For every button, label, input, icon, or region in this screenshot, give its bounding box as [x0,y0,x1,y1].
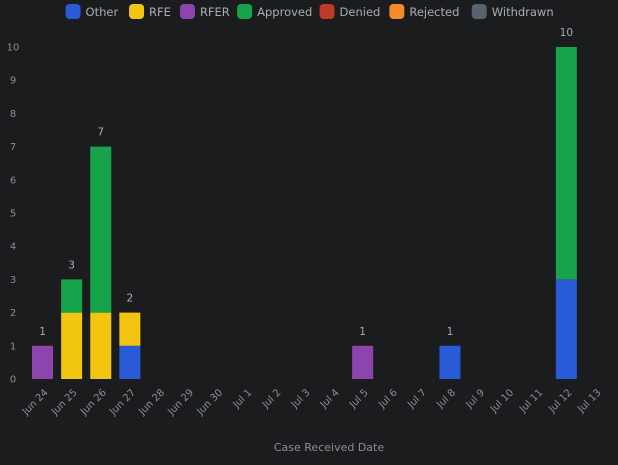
legend-swatch [65,4,81,19]
legend-item-withdrawn[interactable]: Withdrawn [471,4,554,19]
y-tick-label: 5 [10,209,16,220]
y-tick-label: 10 [7,43,20,54]
x-tick-label: Jul 12 [546,387,574,415]
legend-item-denied[interactable]: Denied [319,4,381,19]
bar-total-label: 3 [68,259,75,271]
legend-item-rfer[interactable]: RFER [179,4,230,19]
bar-totals: 1 3 7 2 1 1 10 [39,27,573,338]
bar-segment-other[interactable] [555,279,577,379]
x-tick-label: Jul 7 [405,387,429,411]
legend-swatch [389,4,405,19]
legend-item-rfe[interactable]: RFE [129,4,171,19]
legend-swatch [471,4,487,19]
legend-label: RFE [149,5,171,19]
legend-item-approved[interactable]: Approved [237,4,312,19]
x-tick-label: Jul 11 [517,387,545,415]
y-tick-label: 0 [10,375,16,386]
x-tick-label: Jul 3 [289,387,313,411]
bar-segment-approved[interactable] [61,279,83,313]
x-tick-label: Jul 6 [376,387,400,411]
legend-swatch [179,4,195,19]
bar-segment-rfe[interactable] [119,312,141,346]
x-tick-label: Jun 24 [20,387,51,418]
y-tick-label: 9 [10,76,16,87]
legend-label: Rejected [409,5,459,19]
legend-swatch [129,4,145,19]
x-tick-label: Jul 8 [434,387,458,411]
bar-total-label: 1 [39,326,46,338]
bar-segment-rfe[interactable] [61,312,83,379]
bar-segment-approved[interactable] [90,146,112,313]
legend-swatch [237,4,253,19]
x-tick-label: Jul 13 [575,387,603,415]
legend-item-rejected[interactable]: Rejected [389,4,459,19]
legend-label: Withdrawn [492,5,554,19]
x-tick-label: Jun 28 [136,387,167,418]
x-axis: Jun 24 Jun 25 Jun 26 Jun 27 Jun 28 Jun 29 Jun … [20,387,604,418]
bar-total-label: 1 [447,326,454,338]
x-tick-label: Jun 30 [194,387,225,418]
bar-total-label: 7 [97,127,104,139]
x-tick-label: Jun 29 [165,387,196,418]
y-axis: 0 1 2 3 4 5 6 7 8 9 10 [7,43,20,386]
bar-segment-other[interactable] [439,345,461,379]
bar-segment-approved[interactable] [555,47,577,280]
bar-segment-rfer[interactable] [352,345,374,379]
y-tick-label: 8 [10,109,16,120]
x-tick-label: Jul 1 [231,387,255,411]
legend-swatch [319,4,335,19]
y-tick-label: 6 [10,175,16,186]
x-tick-label: Jul 4 [318,387,342,411]
legend-label: Denied [340,5,381,19]
bar-total-label: 1 [359,326,366,338]
bar-segment-rfer[interactable] [32,345,54,379]
x-tick-label: Jun 25 [49,387,80,418]
x-tick-label: Jul 5 [347,387,371,411]
y-tick-label: 7 [10,142,16,153]
y-tick-label: 1 [10,341,16,352]
bar-segment-other[interactable] [119,345,141,379]
x-tick-label: Jul 2 [260,387,284,411]
y-tick-label: 4 [10,242,16,253]
bars-layer [32,47,577,379]
bar-total-label: 2 [127,293,134,305]
x-tick-label: Jul 10 [488,387,516,415]
y-tick-label: 2 [10,308,16,319]
x-tick-label: Jun 26 [78,387,109,418]
legend-label: RFER [200,5,230,19]
x-axis-title: Case Received Date [274,441,384,454]
legend-item-other[interactable]: Other [65,4,119,19]
chart-legend[interactable]: Other RFE RFER Approved Denied Rejected Withdr… [65,4,554,19]
x-tick-label: Jun 27 [107,387,138,418]
bar-segment-rfe[interactable] [90,312,112,379]
x-tick-label: Jul 9 [463,387,487,411]
y-tick-label: 3 [10,275,16,286]
legend-label: Approved [257,5,312,19]
bar-total-label: 10 [560,27,573,39]
legend-label: Other [86,5,119,19]
